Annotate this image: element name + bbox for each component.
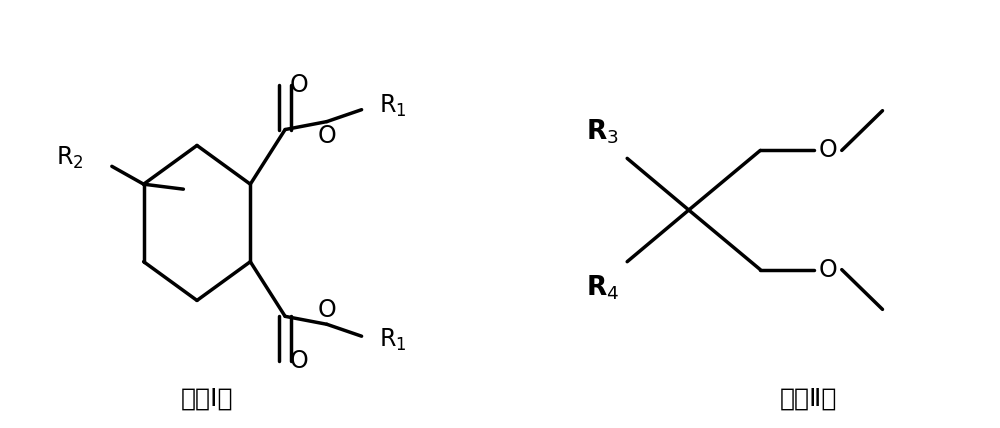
Text: 式（Ⅰ）: 式（Ⅰ）: [181, 387, 233, 411]
Text: O: O: [317, 298, 336, 322]
Text: R$_4$: R$_4$: [586, 273, 619, 302]
Text: O: O: [818, 258, 837, 282]
Text: O: O: [818, 138, 837, 162]
Text: 式（Ⅱ）: 式（Ⅱ）: [779, 387, 837, 411]
Text: R$_1$: R$_1$: [379, 92, 407, 119]
Text: O: O: [290, 73, 308, 97]
Text: O: O: [290, 349, 308, 373]
Text: R$_2$: R$_2$: [56, 145, 84, 172]
Text: R$_3$: R$_3$: [586, 118, 619, 146]
Text: O: O: [317, 124, 336, 148]
Text: R$_1$: R$_1$: [379, 327, 407, 353]
